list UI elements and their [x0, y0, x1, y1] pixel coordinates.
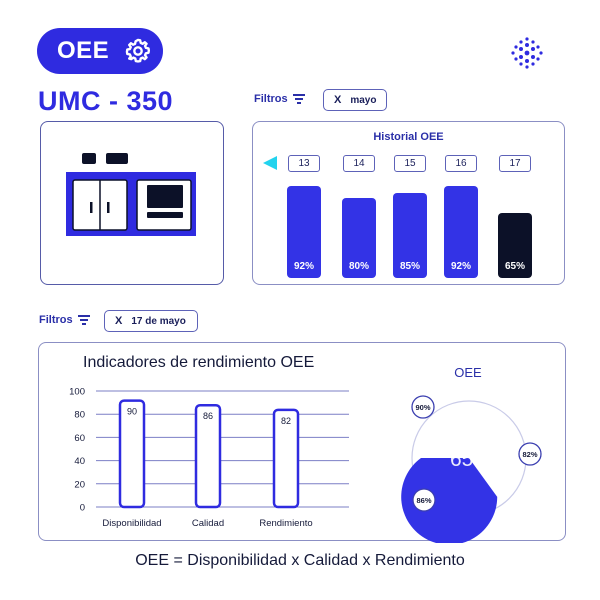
indicator-bar-calidad[interactable] [194, 403, 222, 509]
logo-dot [525, 37, 529, 41]
logo-dot [525, 65, 529, 69]
logo-dot [531, 55, 535, 59]
logo-dot [525, 43, 529, 47]
logo-dot [519, 40, 523, 44]
oee-gauge-chart: 65% 90% 82% 86% [401, 395, 542, 543]
gear-icon[interactable] [125, 38, 151, 64]
logo-dot [531, 62, 535, 66]
date-filter-chip[interactable]: X 17 de mayo [104, 310, 198, 332]
previous-arrow-icon[interactable] [262, 156, 278, 170]
y-tick-label: 60 [74, 433, 85, 444]
disponibilidad-bubble-label: 90% [415, 403, 430, 412]
machine-card [40, 121, 224, 285]
indicator-bar-disponibilidad[interactable] [118, 399, 146, 509]
filter-label-text: Filtros [39, 314, 73, 326]
rendimiento-bubble-label: 82% [522, 450, 537, 459]
category-label: Rendimiento [259, 518, 312, 529]
day-chip-14[interactable]: 14 [343, 155, 375, 172]
day-chip-17[interactable]: 17 [499, 155, 531, 172]
cnc-machine-illustration [66, 153, 196, 236]
day-chip-13[interactable]: 13 [288, 155, 320, 172]
logo-dot [519, 47, 523, 51]
history-bar-label: 65% [504, 261, 525, 272]
logo-dot [531, 40, 535, 44]
logo-dot [511, 51, 515, 55]
oee-header-pill[interactable]: OEE [37, 28, 163, 74]
dot-grid-logo-icon [511, 37, 543, 69]
y-tick-label: 40 [74, 456, 85, 467]
logo-dot [539, 51, 543, 55]
history-bar-label: 92% [450, 261, 471, 272]
history-bar-17[interactable]: 65% [498, 213, 532, 278]
history-bar-label: 92% [293, 261, 314, 272]
calidad-bubble [412, 488, 436, 512]
logo-dot [524, 50, 530, 56]
indicator-value-label: 82 [281, 416, 291, 426]
y-tick-label: 0 [80, 503, 85, 514]
logo-dot [536, 57, 540, 61]
gauge-value-slice[interactable] [401, 458, 498, 543]
indicator-bar-rendimiento[interactable] [272, 408, 300, 509]
logo-dot [536, 45, 540, 49]
disponibilidad-bubble [411, 395, 435, 419]
history-bar-13[interactable]: 92% [287, 186, 321, 278]
y-tick-label: 80 [74, 410, 85, 421]
calidad-bubble-label: 86% [416, 496, 431, 505]
history-bar-label: 80% [348, 261, 369, 272]
filter-label-text: Filtros [254, 93, 288, 105]
category-label: Calidad [192, 518, 224, 529]
filter-icon [292, 94, 305, 104]
clear-filter-icon[interactable]: X [115, 315, 123, 327]
history-bar-label: 85% [399, 261, 420, 272]
filter-chip-value: mayo [350, 94, 377, 106]
history-bar-16[interactable]: 92% [444, 186, 478, 278]
indicator-value-label: 90 [127, 407, 137, 417]
indicators-chart-title: Indicadores de rendimiento OEE [83, 354, 315, 371]
history-bar-15[interactable]: 85% [393, 193, 427, 278]
month-filter-chip[interactable]: X mayo [323, 89, 387, 111]
history-chart-title: Historial OEE [373, 131, 444, 143]
oee-formula: OEE = Disponibilidad x Calidad x Rendimi… [135, 552, 465, 569]
day-chip-16[interactable]: 16 [445, 155, 477, 172]
category-label: Disponibilidad [102, 518, 161, 529]
indicators-bar-chart: 100 80 60 40 20 0 90 Disponibilidad 86 Calidad 82 R… [69, 387, 349, 529]
history-chart-card: Historial OEE 13 92% 14 80% 15 85% 16 92% 17 65% [252, 121, 565, 285]
y-tick-label: 20 [74, 479, 85, 490]
logo-dot [514, 57, 518, 61]
logo-dot [531, 47, 535, 51]
logo-dot [519, 62, 523, 66]
logo-dot [519, 55, 523, 59]
logo-dot [514, 45, 518, 49]
indicators-card: Indicadores de rendimiento OEE 100 80 60 40… [38, 342, 566, 543]
filter-chip-value: 17 de mayo [131, 315, 186, 327]
y-tick-label: 100 [69, 387, 85, 398]
rendimiento-bubble [518, 442, 542, 466]
gauge-value-label: 65% [450, 448, 492, 471]
indicators-filter-label[interactable]: Filtros [39, 314, 90, 326]
day-chip-15[interactable]: 15 [394, 155, 426, 172]
logo-dot [525, 59, 529, 63]
filter-icon [77, 315, 90, 325]
history-bar-14[interactable]: 80% [342, 198, 376, 278]
history-filter-label[interactable]: Filtros [254, 93, 305, 105]
indicator-value-label: 86 [203, 411, 213, 421]
machine-title: UMC - 350 [38, 86, 174, 116]
clear-filter-icon[interactable]: X [334, 94, 342, 106]
oee-label: OEE [57, 37, 110, 64]
gauge-title: OEE [454, 365, 482, 380]
